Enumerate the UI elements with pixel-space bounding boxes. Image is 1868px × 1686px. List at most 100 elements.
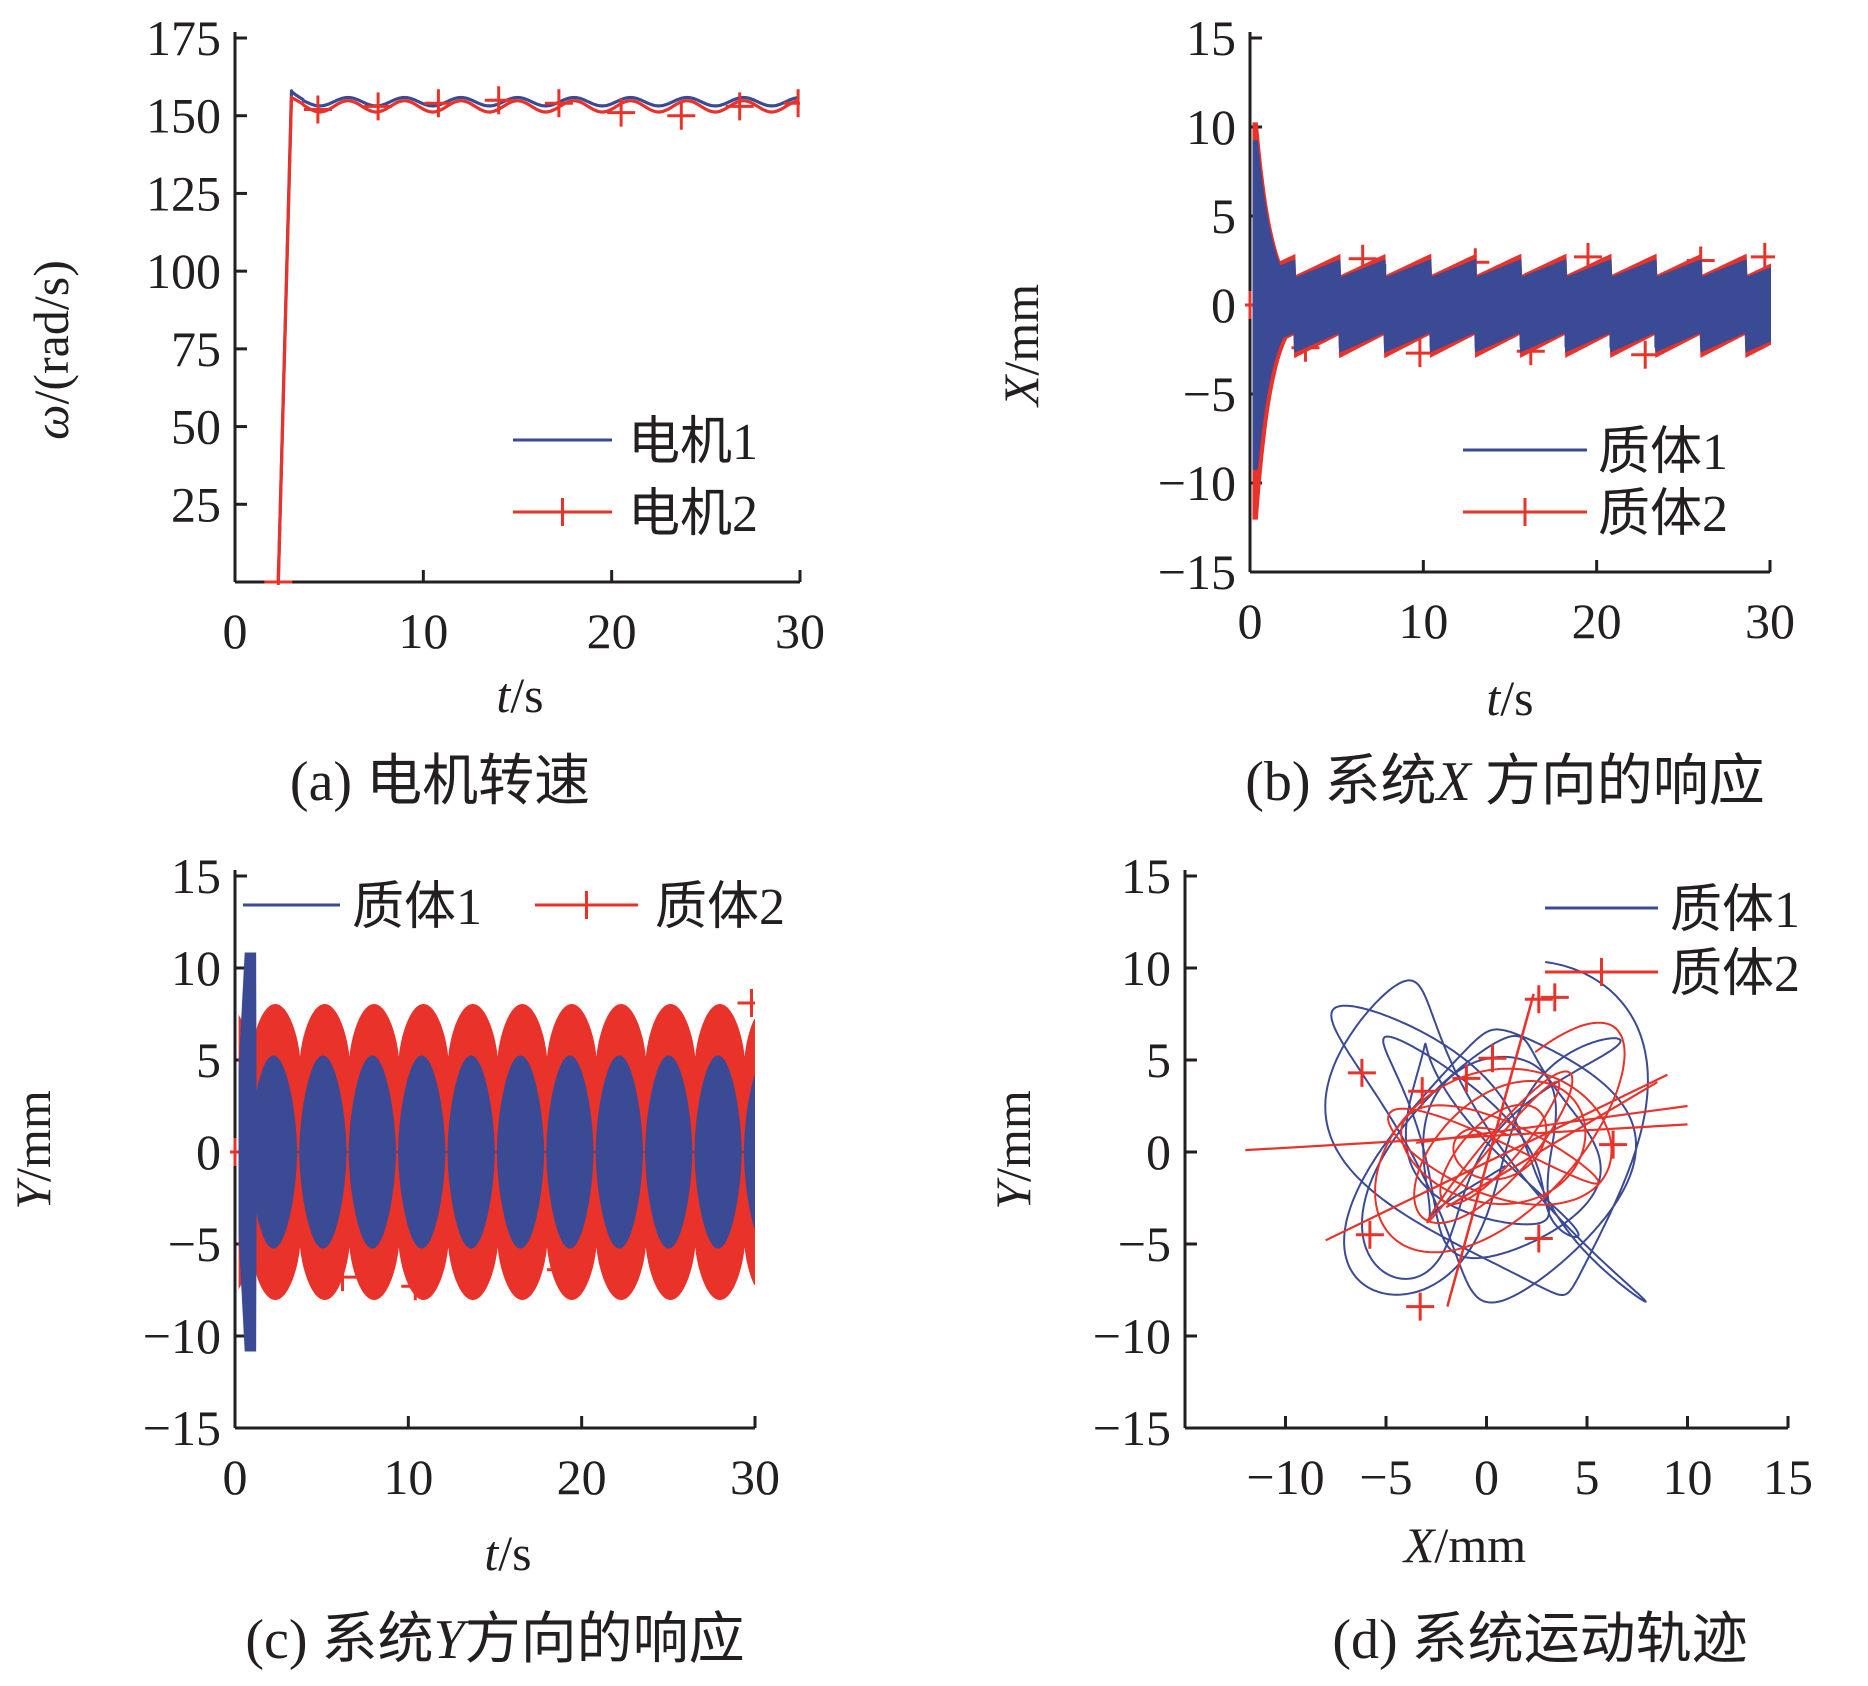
x-tick-label: 30 bbox=[730, 1449, 780, 1505]
panel-c-axes: −15 −10 −5 0 5 10 15 0 10 20 30 bbox=[143, 848, 780, 1505]
series-stray-1 bbox=[1325, 1073, 1668, 1242]
panel-b-legend: 质体1 质体2 bbox=[1463, 424, 1728, 543]
panel-d-series bbox=[1245, 961, 1688, 1321]
panel-c-series bbox=[230, 952, 755, 1352]
x-tick-label: 10 bbox=[383, 1449, 433, 1505]
x-tick-label: −5 bbox=[1359, 1449, 1412, 1505]
y-tick-label: 0 bbox=[1211, 277, 1236, 333]
series-fill-blue bbox=[1253, 264, 1771, 348]
y-tick-label: −10 bbox=[1093, 1308, 1171, 1364]
series-marker bbox=[264, 568, 293, 585]
x-tick-label: 0 bbox=[1474, 1449, 1499, 1505]
x-tick-label: 5 bbox=[1575, 1449, 1600, 1505]
y-tick-label: 175 bbox=[146, 10, 221, 66]
series-marker bbox=[484, 86, 513, 115]
x-tick-label: 10 bbox=[398, 603, 448, 659]
panel-d-legend: 质体1 质体2 bbox=[1545, 882, 1800, 1003]
y-tick-label: 5 bbox=[1146, 1032, 1171, 1088]
series-marker bbox=[784, 89, 800, 118]
panel-c-legend: 质体1 质体2 bbox=[243, 879, 785, 936]
panel-c-y-response: −15 −10 −5 0 5 10 15 0 10 20 30 Y/mm t/s 质体1 质体2 (… bbox=[5, 848, 785, 1671]
panel-b-x-response: −15 −10 −5 0 5 10 15 0 10 20 30 X/mm t/s 质体1 质体2 (… bbox=[993, 10, 1795, 813]
legend-marker-mass2 bbox=[572, 891, 601, 919]
y-tick-label: −10 bbox=[1158, 455, 1236, 511]
y-tick-label: 15 bbox=[171, 848, 221, 904]
series-marker bbox=[1750, 242, 1775, 271]
series-marker bbox=[1405, 339, 1434, 368]
series-trajectory-1 bbox=[1324, 961, 1649, 1304]
legend-label-mass1: 质体1 bbox=[1598, 424, 1728, 481]
y-tick-label: −15 bbox=[1093, 1400, 1171, 1456]
panel-d-axes: −15 −10 −5 0 5 10 15 −10 −5 0 5 10 15 bbox=[1093, 848, 1813, 1505]
y-tick-label: 15 bbox=[1121, 848, 1171, 904]
panel-a-axes: 25 50 75 100 125 150 175 0 10 20 30 bbox=[146, 10, 825, 659]
y-tick-label: 50 bbox=[171, 399, 221, 455]
series-marker bbox=[737, 989, 755, 1017]
series-marker bbox=[1599, 1130, 1628, 1159]
y-tick-label: 100 bbox=[146, 243, 221, 299]
x-tick-label: 30 bbox=[1745, 593, 1795, 649]
series-marker bbox=[1347, 1058, 1376, 1087]
x-tick-label: 20 bbox=[557, 1449, 607, 1505]
y-tick-label: 125 bbox=[146, 165, 221, 221]
panel-a-caption: (a) 电机转速 bbox=[290, 751, 590, 813]
series-marker bbox=[1452, 1064, 1481, 1093]
legend-label-mass2: 质体2 bbox=[1598, 486, 1728, 543]
legend-marker-motor2 bbox=[548, 498, 577, 526]
panel-d-trajectory: −15 −10 −5 0 5 10 15 −10 −5 0 5 10 15 Y/mm X/mm 质体1 … bbox=[985, 848, 1813, 1671]
panel-a-legend: 电机1 电机2 bbox=[513, 414, 758, 543]
series-marker bbox=[607, 98, 636, 127]
series-marker bbox=[1348, 244, 1377, 273]
series-stray-2 bbox=[1416, 1104, 1688, 1144]
series-marker bbox=[1406, 1292, 1435, 1321]
series-band-1 bbox=[238, 952, 755, 1352]
series-marker bbox=[1524, 985, 1553, 1014]
legend-marker-mass2 bbox=[1587, 958, 1616, 986]
x-tick-label: −10 bbox=[1246, 1449, 1324, 1505]
series-stray-0 bbox=[1245, 1123, 1688, 1152]
series-trajectory-2-core bbox=[1446, 993, 1535, 1308]
y-tick-label: 0 bbox=[196, 1124, 221, 1180]
y-tick-label: 10 bbox=[1121, 940, 1171, 996]
x-tick-label: 20 bbox=[587, 603, 637, 659]
x-tick-label: 0 bbox=[1238, 593, 1263, 649]
series-marker bbox=[424, 89, 453, 118]
series-marker bbox=[1478, 1044, 1507, 1073]
panel-a-series bbox=[264, 86, 800, 585]
y-tick-label: −15 bbox=[1158, 544, 1236, 600]
legend-label-motor1: 电机1 bbox=[628, 414, 758, 471]
series-marker bbox=[546, 1255, 575, 1284]
legend-label-mass1: 质体1 bbox=[1670, 882, 1800, 939]
series-marker bbox=[1408, 1077, 1437, 1106]
panel-b-xlabel: t/s bbox=[1486, 670, 1533, 726]
panel-b-series bbox=[1245, 122, 1775, 520]
series-marker bbox=[328, 1263, 357, 1292]
series-marker bbox=[364, 92, 393, 121]
y-tick-label: 150 bbox=[146, 88, 221, 144]
y-tick-label: −5 bbox=[1118, 1216, 1171, 1272]
y-tick-label: 15 bbox=[1186, 10, 1236, 66]
panel-c-caption: (c) 系统Y方向的响应 bbox=[245, 1609, 744, 1671]
panel-a-xlabel: t/s bbox=[496, 667, 543, 723]
x-tick-label: 10 bbox=[1398, 593, 1448, 649]
x-tick-label: 0 bbox=[223, 1449, 248, 1505]
series-marker bbox=[303, 95, 332, 124]
series-marker bbox=[401, 1272, 430, 1301]
y-tick-label: 10 bbox=[171, 940, 221, 996]
panel-b-caption: (b) 系统X 方向的响应 bbox=[1245, 751, 1765, 813]
legend-label-mass2: 质体2 bbox=[1670, 946, 1800, 1003]
series-marker bbox=[544, 89, 573, 118]
y-tick-label: −15 bbox=[143, 1400, 221, 1456]
y-tick-label: −10 bbox=[143, 1308, 221, 1364]
x-tick-label: 20 bbox=[1572, 593, 1622, 649]
legend-label-motor2: 电机2 bbox=[628, 486, 758, 543]
legend-marker-mass2 bbox=[1511, 498, 1539, 526]
panel-c-ylabel: Y/mm bbox=[5, 1090, 61, 1210]
series-marker bbox=[1631, 340, 1660, 369]
panel-d-xlabel: X/mm bbox=[1402, 1517, 1526, 1573]
panel-d-ylabel: Y/mm bbox=[985, 1090, 1041, 1210]
series-marker bbox=[1524, 1224, 1553, 1253]
y-tick-label: 0 bbox=[1146, 1124, 1171, 1180]
y-tick-label: 5 bbox=[196, 1032, 221, 1088]
